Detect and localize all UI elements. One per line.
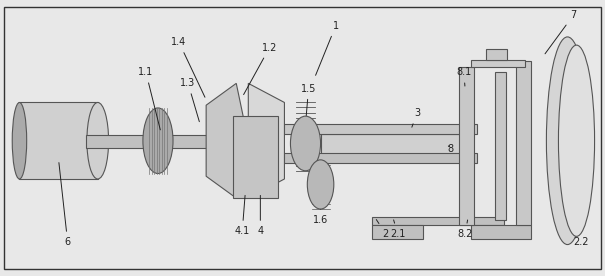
Polygon shape (206, 83, 248, 198)
FancyBboxPatch shape (459, 67, 474, 225)
Text: 2.1: 2.1 (390, 220, 405, 239)
Ellipse shape (558, 45, 595, 236)
Text: 1.6: 1.6 (313, 174, 328, 225)
Ellipse shape (307, 160, 334, 209)
Text: 7: 7 (545, 10, 577, 54)
Ellipse shape (546, 37, 589, 245)
FancyBboxPatch shape (19, 102, 98, 179)
Ellipse shape (87, 102, 108, 179)
Ellipse shape (143, 108, 173, 174)
Text: 4: 4 (257, 195, 263, 236)
FancyBboxPatch shape (486, 49, 507, 60)
FancyBboxPatch shape (321, 134, 471, 154)
Text: 1.3: 1.3 (180, 78, 199, 122)
FancyBboxPatch shape (284, 124, 477, 134)
FancyBboxPatch shape (471, 60, 525, 67)
Text: 3: 3 (412, 108, 420, 127)
Ellipse shape (12, 102, 27, 179)
Text: 1: 1 (316, 21, 339, 75)
Text: 2: 2 (376, 219, 389, 239)
Text: 8.1: 8.1 (456, 67, 471, 86)
Polygon shape (248, 83, 284, 198)
FancyBboxPatch shape (516, 62, 531, 225)
Text: 4.1: 4.1 (235, 195, 250, 236)
FancyBboxPatch shape (284, 153, 477, 163)
Ellipse shape (290, 116, 321, 171)
FancyBboxPatch shape (371, 217, 504, 225)
Text: 2.2: 2.2 (574, 217, 589, 247)
Text: 8: 8 (447, 144, 453, 154)
FancyBboxPatch shape (471, 225, 531, 239)
Text: 1.5: 1.5 (301, 84, 316, 121)
Text: 6: 6 (59, 163, 71, 247)
Text: 10: 10 (566, 187, 587, 217)
FancyBboxPatch shape (495, 72, 506, 220)
FancyBboxPatch shape (234, 116, 278, 198)
Text: 1.4: 1.4 (171, 37, 205, 97)
FancyBboxPatch shape (371, 225, 423, 239)
Text: 8.2: 8.2 (457, 220, 473, 239)
Text: 1.2: 1.2 (244, 43, 277, 95)
FancyBboxPatch shape (86, 135, 237, 148)
Text: 1.1: 1.1 (139, 67, 160, 130)
